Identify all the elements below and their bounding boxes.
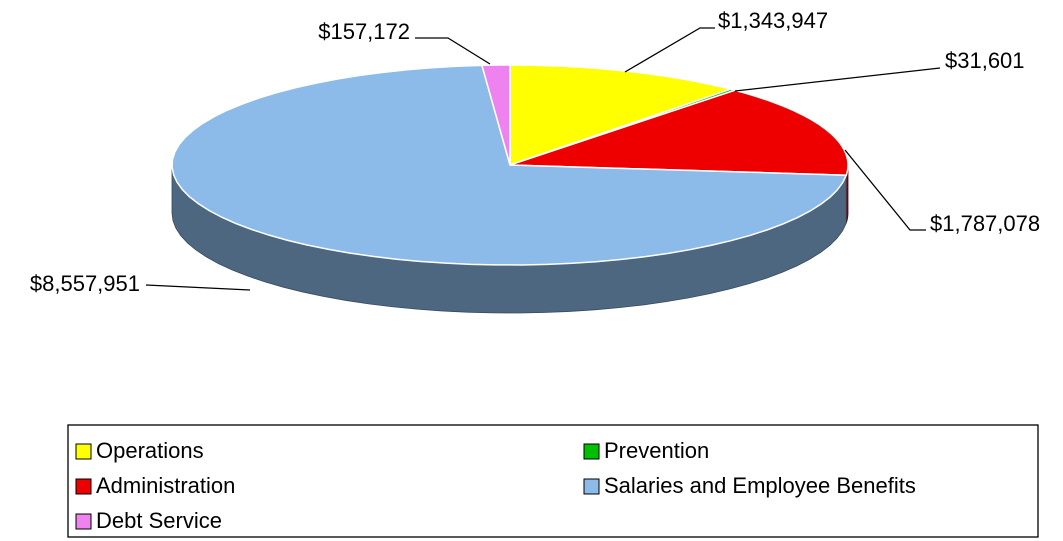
leader-line [624, 27, 715, 73]
legend-label: Salaries and Employee Benefits [604, 473, 916, 498]
pie-slice [171, 64, 848, 314]
legend-swatch [75, 513, 92, 530]
slice-top [509, 64, 734, 167]
data-label: $8,557,951 [30, 271, 140, 296]
pie-slice [509, 89, 849, 224]
leader-line [415, 37, 491, 65]
legend-label: Prevention [604, 438, 709, 463]
data-label: $31,601 [945, 48, 1025, 73]
legend-swatch [583, 478, 600, 495]
pie-slice [480, 64, 511, 166]
legend-swatch [75, 478, 92, 495]
leader-line [844, 149, 926, 231]
slice-top [509, 89, 849, 176]
legend-swatch [75, 443, 92, 460]
legend-label: Debt Service [96, 508, 222, 533]
legend-label: Administration [96, 473, 235, 498]
legend-swatch [583, 443, 600, 460]
data-label: $157,172 [318, 19, 410, 44]
leader-line [145, 284, 251, 291]
data-label: $1,343,947 [718, 8, 828, 33]
pie-slice [509, 64, 734, 167]
legend-label: Operations [96, 438, 204, 463]
slice-top [171, 64, 848, 266]
data-label: $1,787,078 [930, 211, 1040, 236]
legend-box [67, 424, 1039, 538]
leader-line [734, 67, 941, 92]
slice-top [480, 64, 511, 166]
